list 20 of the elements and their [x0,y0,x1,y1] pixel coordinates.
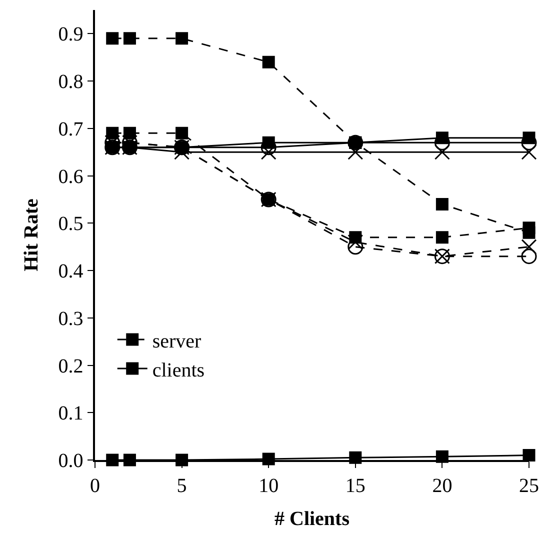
y-tick-label: 0.5 [58,213,84,236]
y-tick-label: 0.1 [58,402,84,425]
y-tick-label: 0.3 [58,308,84,330]
x-axis-title: # Clients [274,508,350,530]
y-axis-title: Hit Rate [20,198,42,272]
x-tick-label: 25 [519,474,539,497]
x-tick-label: 20 [432,474,452,497]
x-tick-label: 15 [345,474,366,497]
y-tick-label: 0.4 [58,260,84,283]
y-tick-label: 0.9 [58,24,84,46]
x-tick-label: 0 [90,474,100,497]
x-tick-label: 10 [258,474,279,497]
y-tick-label: 0.6 [58,166,84,188]
y-tick-label: 0.7 [58,118,84,140]
y-tick-label: 0.2 [58,355,84,378]
y-tick-label: 0.8 [58,71,84,94]
legend-label: server [152,330,202,352]
legend-label: clients [152,359,205,382]
y-tick-label: 0.0 [58,450,84,472]
x-tick-label: 5 [176,474,187,497]
